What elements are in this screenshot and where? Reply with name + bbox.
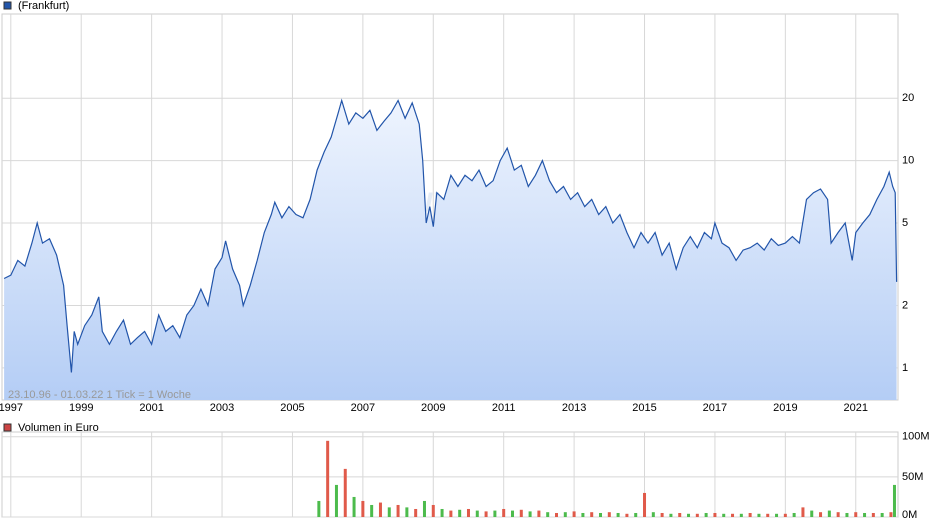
volume-bar — [819, 512, 823, 517]
y-tick-label: 1 — [902, 362, 908, 374]
volume-bar — [748, 512, 752, 517]
volume-bar — [484, 511, 488, 517]
legend-swatch — [3, 423, 12, 432]
volume-bar — [563, 512, 567, 517]
x-tick-label: 2009 — [421, 402, 445, 414]
volume-bar — [422, 500, 426, 517]
volume-bar — [502, 508, 506, 517]
volume-bar — [343, 468, 347, 517]
volume-bar — [863, 512, 867, 517]
volume-frame — [1, 431, 899, 518]
volume-bar — [572, 511, 576, 517]
legend-label: Volumen in Euro — [18, 422, 99, 434]
x-tick-label: 2015 — [632, 402, 656, 414]
y-tick-label: 100M — [902, 431, 930, 443]
volume-bar — [801, 507, 805, 517]
x-tick-label: 2005 — [280, 402, 304, 414]
volume-bar — [634, 512, 638, 517]
volume-bar — [414, 508, 418, 517]
volume-bar — [687, 513, 691, 517]
volume-bar — [378, 502, 382, 517]
volume-bar — [590, 512, 594, 517]
volume-bar — [440, 508, 444, 517]
volume-bar — [889, 512, 893, 517]
x-tick-label: 2021 — [844, 402, 868, 414]
volume-bar — [493, 510, 497, 517]
y-tick-label: 20 — [902, 92, 914, 104]
volume-bar — [607, 512, 611, 517]
x-tick-label: 1999 — [69, 402, 93, 414]
x-tick-label: 2011 — [492, 402, 516, 414]
volume-bar — [546, 512, 550, 517]
volume-bar — [370, 504, 374, 517]
volume-bar — [854, 512, 858, 517]
volume-bar — [651, 512, 655, 517]
volume-bar — [581, 512, 585, 517]
volume-bar — [334, 484, 338, 517]
volume-bar — [880, 512, 884, 517]
volume-bar — [775, 513, 779, 517]
volume-bar — [599, 512, 603, 517]
volume-bar — [616, 512, 620, 517]
volume-bar — [757, 513, 761, 517]
volume-bar — [510, 510, 514, 517]
y-tick-label: 5 — [902, 217, 908, 229]
area — [4, 100, 897, 400]
volume-bar — [713, 512, 717, 517]
volume-bar — [792, 512, 796, 517]
volume-bar — [361, 500, 365, 517]
volume-bar — [669, 513, 673, 517]
y-tick-label: 50M — [902, 471, 923, 483]
volume-bar — [317, 500, 321, 517]
volume-bar — [475, 510, 479, 517]
y-tick-label: 2 — [902, 299, 908, 311]
volume-bar — [845, 512, 849, 517]
legend-label: (Frankfurt) — [18, 0, 69, 12]
volume-bar — [458, 509, 462, 517]
y-tick-label: 0M — [902, 509, 917, 521]
volume-bar — [396, 504, 400, 517]
volume-bar — [731, 513, 735, 517]
volume-bar — [519, 509, 523, 517]
price-line — [3, 98, 898, 373]
volume-bar — [326, 440, 330, 517]
volume-bar — [678, 512, 682, 517]
volume-bar — [554, 512, 558, 517]
volume-bar — [766, 513, 770, 517]
volume-bar — [449, 510, 453, 517]
x-tick-label: 2013 — [562, 402, 586, 414]
volume-bar — [704, 512, 708, 517]
annotation: 23.10.96 - 01.03.22 1 Tick = 1 Woche — [8, 389, 191, 401]
volume-bar — [892, 484, 896, 517]
volume-bar — [660, 512, 664, 517]
volume-bar — [722, 513, 726, 517]
volume-bar — [810, 510, 814, 517]
volume-bar — [739, 513, 743, 517]
volume-bar — [695, 513, 699, 517]
x-tick-label: 2007 — [351, 402, 375, 414]
volume-bar — [528, 511, 532, 517]
x-tick-label: 2017 — [703, 402, 727, 414]
volume-bar — [625, 513, 629, 517]
volume-bar — [387, 507, 391, 517]
y-tick-label: 10 — [902, 155, 914, 167]
x-tick-label: 2003 — [210, 402, 234, 414]
x-tick-label: 2001 — [139, 402, 163, 414]
x-tick-label: 1997 — [0, 402, 23, 414]
volume-bar — [537, 510, 541, 517]
volume-bar — [405, 507, 409, 517]
legend-swatch — [3, 1, 12, 10]
volume-bar — [783, 513, 787, 517]
volume-bar — [836, 512, 840, 517]
volume-bar — [871, 512, 875, 517]
volume-bar — [352, 496, 356, 517]
volume-bar — [431, 504, 435, 517]
volume-bar — [827, 510, 831, 517]
volume-bar — [466, 508, 470, 517]
volume-bar — [643, 492, 647, 517]
x-tick-label: 2019 — [773, 402, 797, 414]
